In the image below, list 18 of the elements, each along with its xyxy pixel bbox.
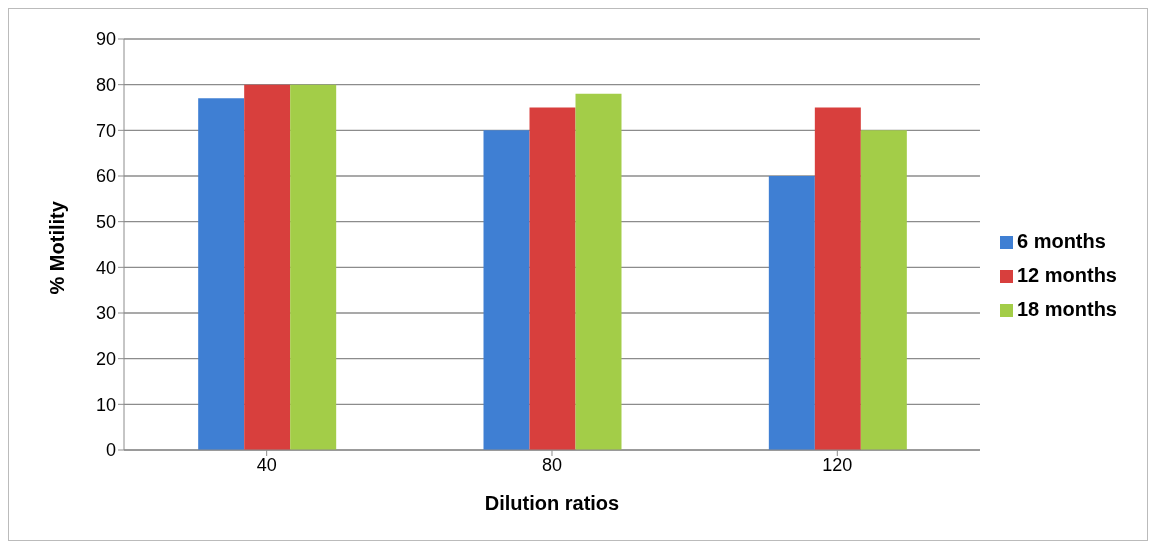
y-tick-label: 0 (105, 440, 116, 461)
y-tick-label: 70 (95, 120, 116, 141)
y-tick-label: 50 (95, 212, 116, 233)
x-tick-label: 120 (822, 454, 853, 475)
y-tick-label: 40 (95, 257, 116, 278)
y-tick-label: 90 (95, 29, 116, 50)
y-tick-label: 10 (95, 394, 116, 415)
y-tick-label: 60 (95, 166, 116, 187)
y-tick-label: 30 (95, 303, 116, 324)
legend-label: 6 months (1016, 229, 1106, 252)
y-tick-label: 20 (95, 349, 116, 370)
x-axis-title: Dilution ratios (484, 492, 620, 514)
legend-label: 18 months (1016, 297, 1117, 320)
y-tick-label: 80 (95, 75, 116, 96)
legend-label: 12 months (1016, 263, 1117, 286)
y-axis-title: % Motility (46, 200, 69, 295)
x-tick-label: 40 (256, 454, 277, 475)
x-tick-label: 80 (541, 454, 562, 475)
